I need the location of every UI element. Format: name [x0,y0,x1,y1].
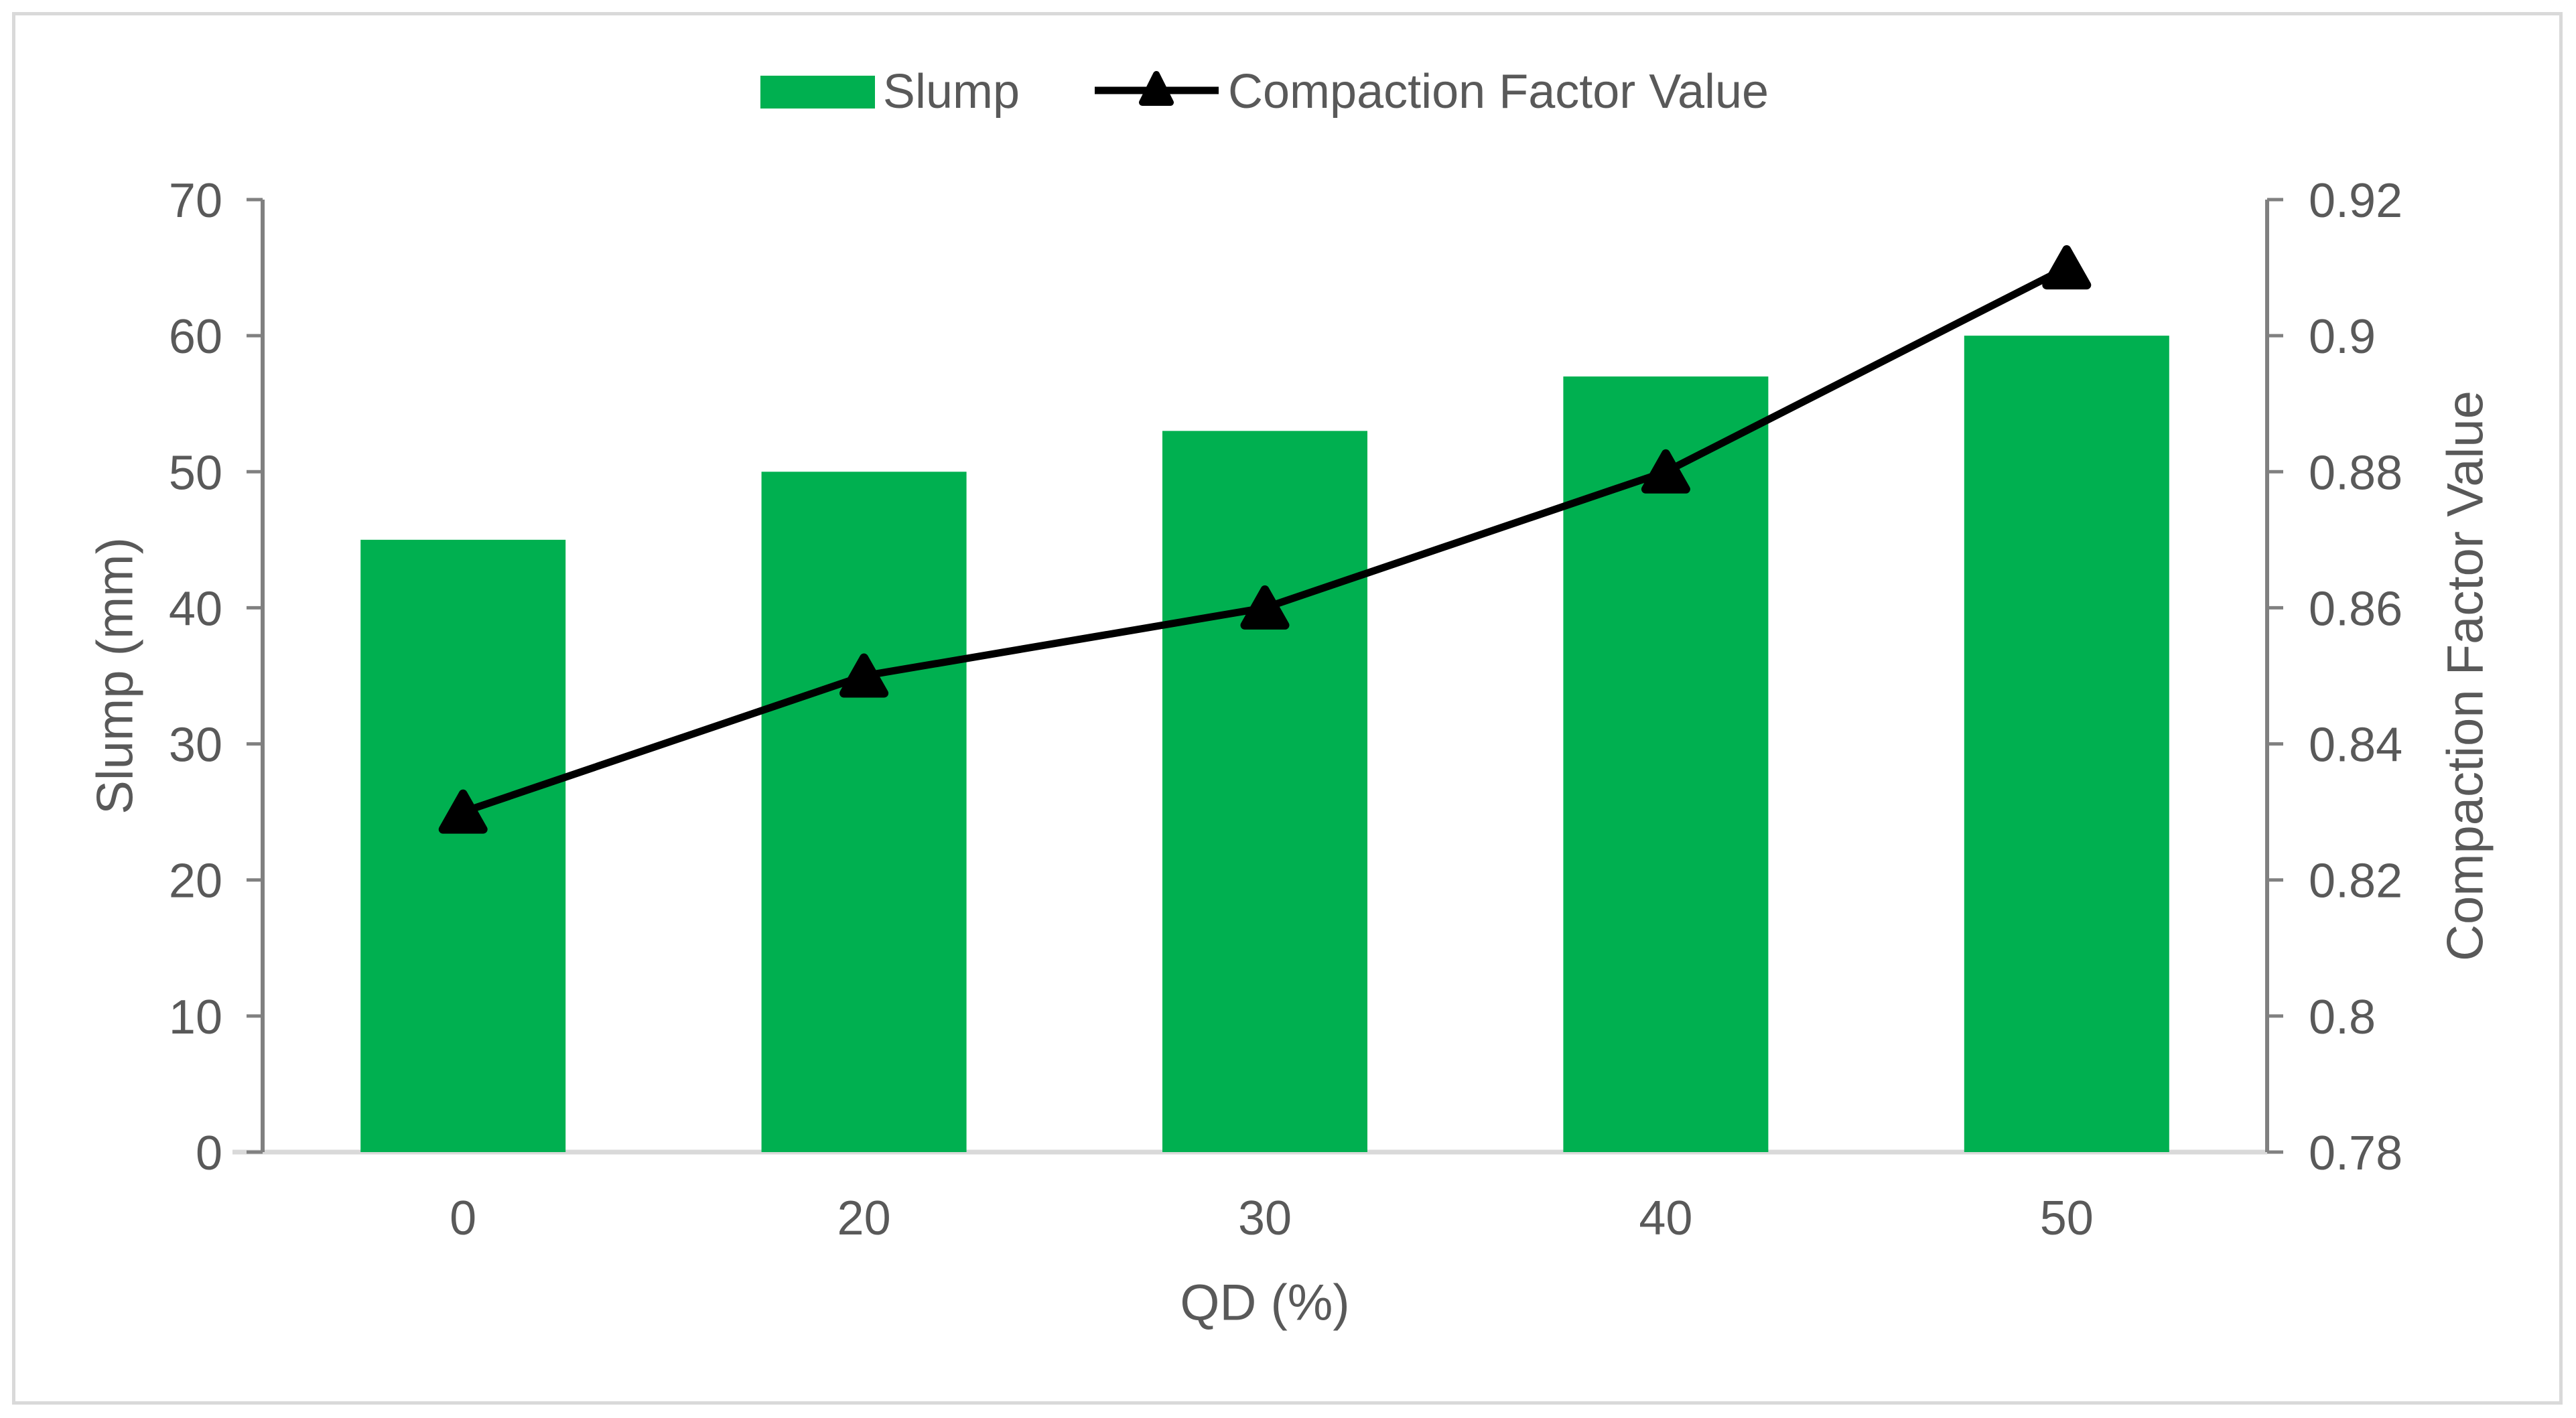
left-axis-title: Slump (mm) [86,537,144,814]
left-axis-tick-label: 30 [169,719,222,772]
x-axis-title: QD (%) [1180,1274,1350,1332]
right-axis-title: Compaction Factor Value [2437,391,2494,961]
right-axis-tick-label: 0.9 [2309,310,2376,364]
left-axis-tick-label: 60 [169,310,222,364]
legend-label-slump: Slump [882,65,1020,119]
triangle-marker-icon [2042,245,2092,290]
left-axis-tick-label: 0 [196,1127,222,1180]
triangle-marker-icon [1641,449,1690,494]
bar-slump-0 [360,539,566,1152]
bar-slump-50 [1964,336,2169,1153]
right-axis-tick-label: 0.88 [2309,446,2402,500]
triangle-marker-icon [1240,585,1290,630]
right-axis-tick-label: 0.86 [2309,582,2402,636]
left-axis-tick-label: 20 [169,855,222,908]
legend: Slump Compaction Factor Value [0,65,2529,119]
left-axis-tick-label: 40 [169,582,222,636]
left-axis-tick-label: 50 [169,446,222,500]
chart-outer-border [12,12,2563,1405]
left-axis-tick-label: 10 [169,991,222,1044]
x-axis-tick-label: 30 [1238,1192,1292,1245]
x-axis-tick-label: 50 [2040,1192,2094,1245]
legend-line-triangle-marker-icon [1095,67,1219,117]
x-axis-tick-label: 40 [1639,1192,1692,1245]
x-axis-tick-label: 20 [837,1192,891,1245]
right-axis-tick-label: 0.78 [2309,1127,2402,1180]
right-axis-tick-label: 0.8 [2309,991,2376,1044]
bar-slump-20 [761,472,967,1152]
x-axis-tick-label: 0 [450,1192,476,1245]
legend-label-compaction-factor: Compaction Factor Value [1228,65,1769,119]
legend-triangle-icon [1139,70,1174,106]
right-axis-tick-label: 0.92 [2309,174,2402,228]
bar-slump-40 [1563,376,1769,1152]
left-axis-tick-label: 70 [169,174,222,228]
bar-slump-30 [1162,431,1367,1153]
right-axis-tick-label: 0.82 [2309,855,2402,908]
triangle-marker-icon [438,789,488,834]
triangle-marker-icon [839,653,889,698]
legend-swatch-slump [760,75,875,109]
right-axis-tick-label: 0.84 [2309,719,2402,772]
